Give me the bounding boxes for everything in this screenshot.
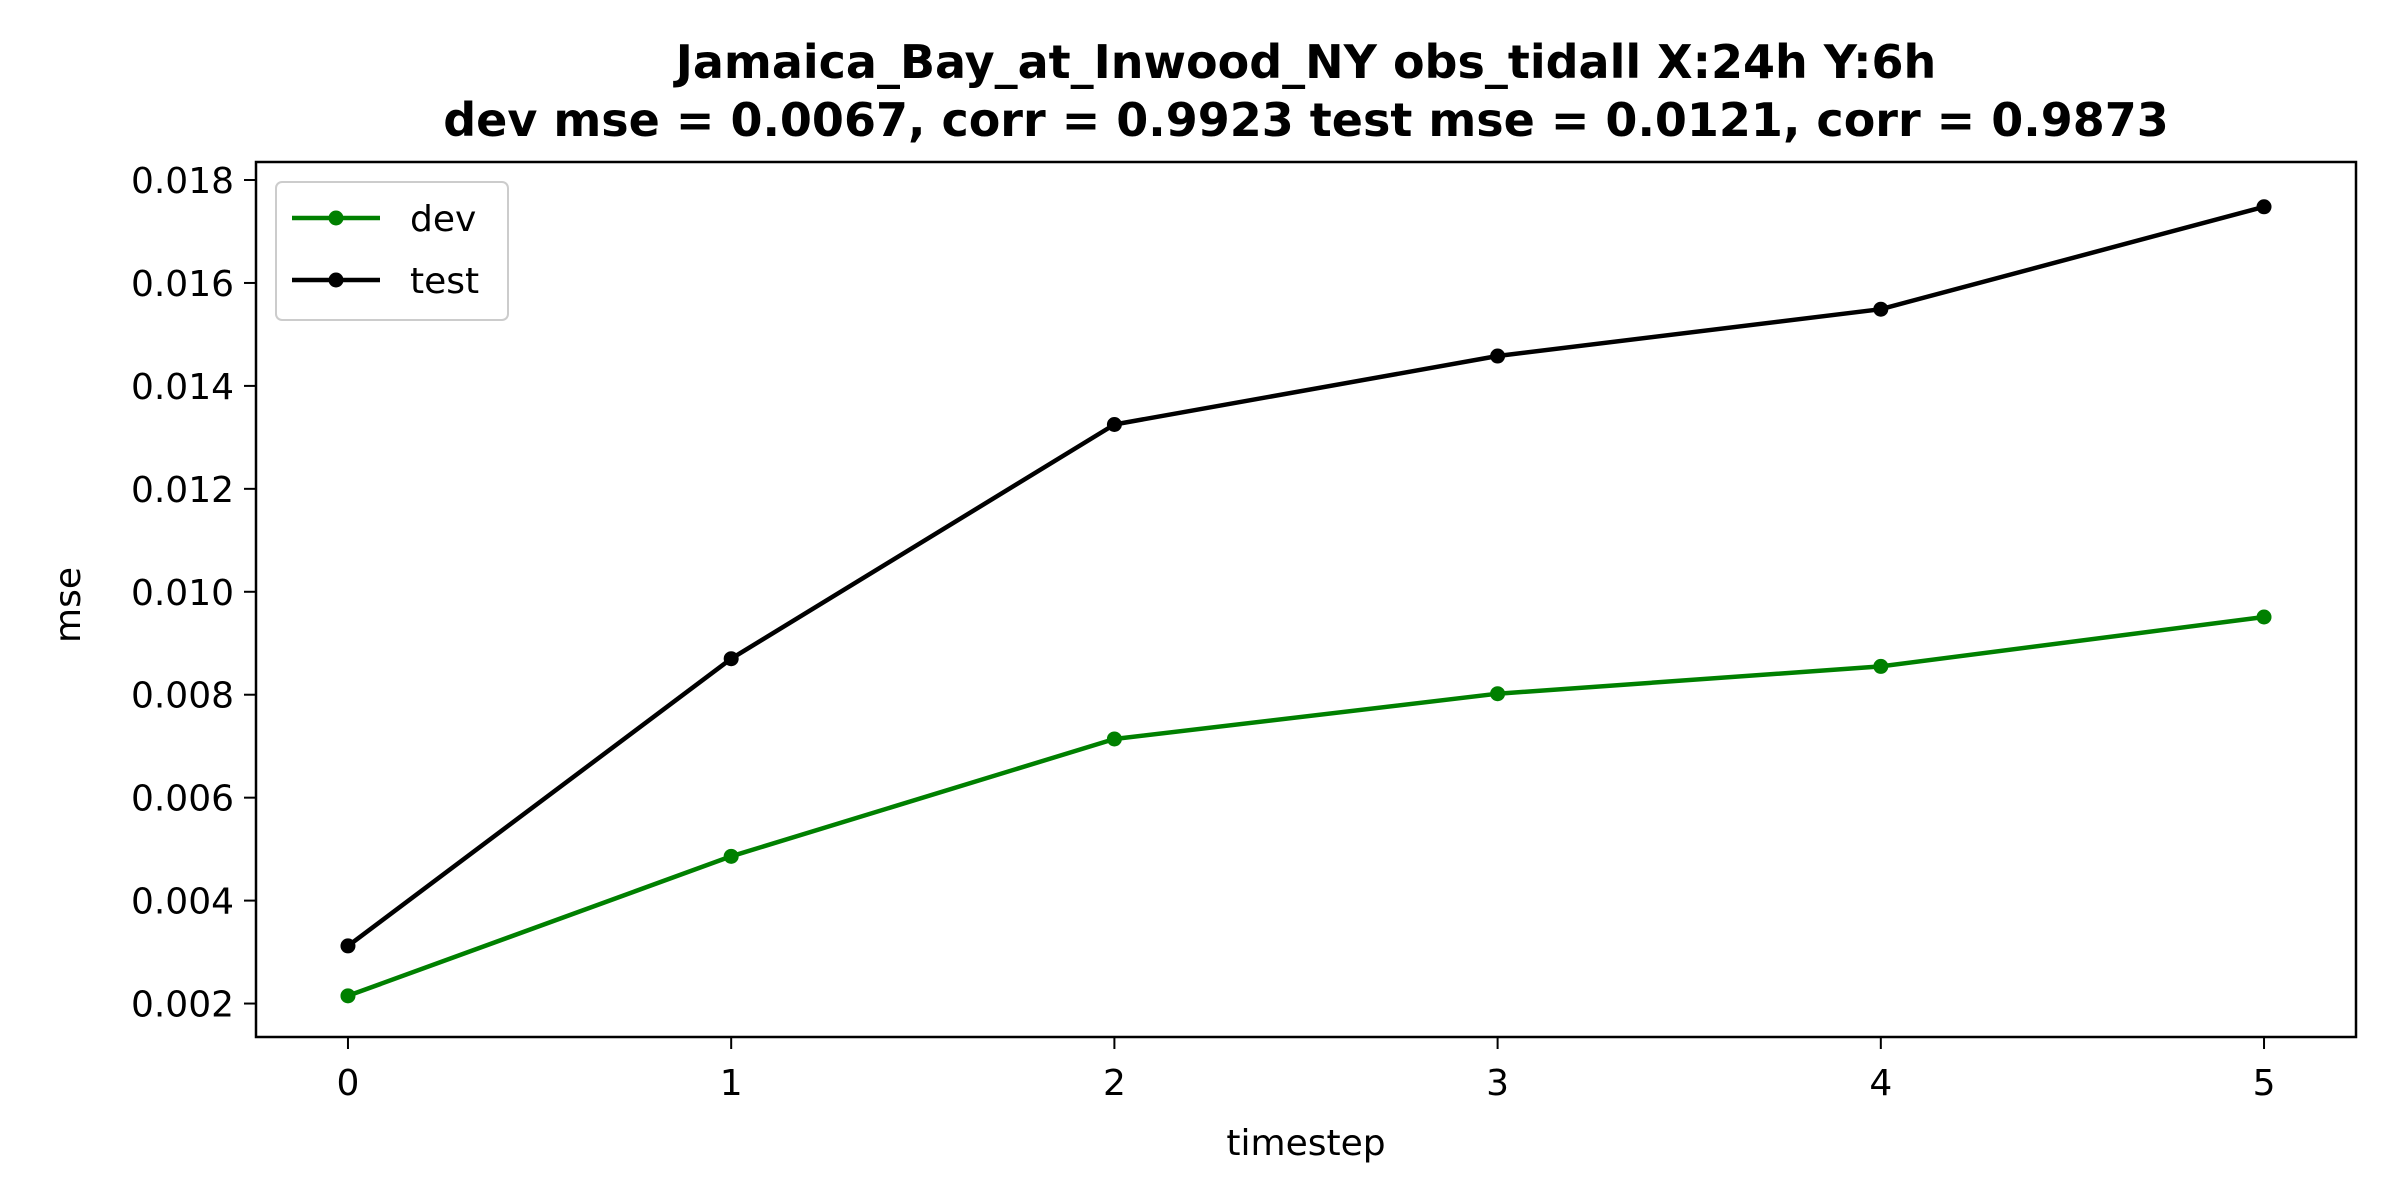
y-tick-label: 0.004: [131, 882, 234, 923]
x-tick-label: 5: [2253, 1063, 2276, 1104]
x-axis-label: timestep: [1226, 1123, 1385, 1164]
legend-marker-dev: [328, 210, 344, 226]
legend: dev test: [275, 181, 509, 321]
y-tick-label: 0.006: [131, 779, 234, 820]
data-point-dev: [2256, 609, 2272, 625]
x-tick-label: 3: [1486, 1063, 1509, 1104]
chart-title-line-1: Jamaica_Bay_at_Inwood_NY obs_tidall X:24…: [673, 35, 1937, 89]
y-tick-label: 0.008: [131, 676, 234, 717]
plot-frame: [254, 160, 2358, 1039]
data-point-dev: [1106, 731, 1122, 747]
legend-label-test: test: [410, 261, 479, 302]
chart-title-line-2: dev mse = 0.0067, corr = 0.9923 test mse…: [443, 93, 2169, 147]
data-point-test: [1106, 417, 1122, 432]
x-tick-label: 4: [1869, 1063, 1892, 1104]
data-point-dev: [1873, 658, 1889, 674]
x-tick-label: 0: [337, 1063, 360, 1104]
data-point-dev: [1490, 686, 1506, 702]
data-point-test: [2256, 199, 2272, 215]
data-point-test: [1490, 348, 1506, 364]
series-line-dev: [345, 614, 2267, 999]
series-line-test: [345, 204, 2267, 949]
y-tick-label: 0.002: [131, 985, 234, 1026]
data-point-dev: [723, 848, 739, 864]
legend-marker-test: [328, 272, 344, 288]
data-point-dev: [340, 988, 356, 1004]
data-point-test: [723, 651, 739, 667]
x-tick-label: 2: [1103, 1063, 1126, 1104]
legend-label-dev: dev: [410, 199, 476, 240]
y-tick-label: 0.012: [131, 470, 234, 511]
plot-area: 0 1 2 3 4 5 0.002 0.004 0.006 0.008 0.010 0.012 0.01…: [131, 160, 2358, 1104]
x-tick-label: 1: [720, 1063, 743, 1104]
y-axis-label: mse: [48, 567, 89, 643]
data-point-test: [1873, 301, 1889, 317]
y-tick-label: 0.014: [131, 367, 234, 408]
y-tick-label: 0.016: [131, 264, 234, 305]
y-tick-label: 0.018: [131, 161, 234, 202]
y-tick-label: 0.010: [131, 573, 234, 614]
data-point-test: [340, 938, 356, 954]
